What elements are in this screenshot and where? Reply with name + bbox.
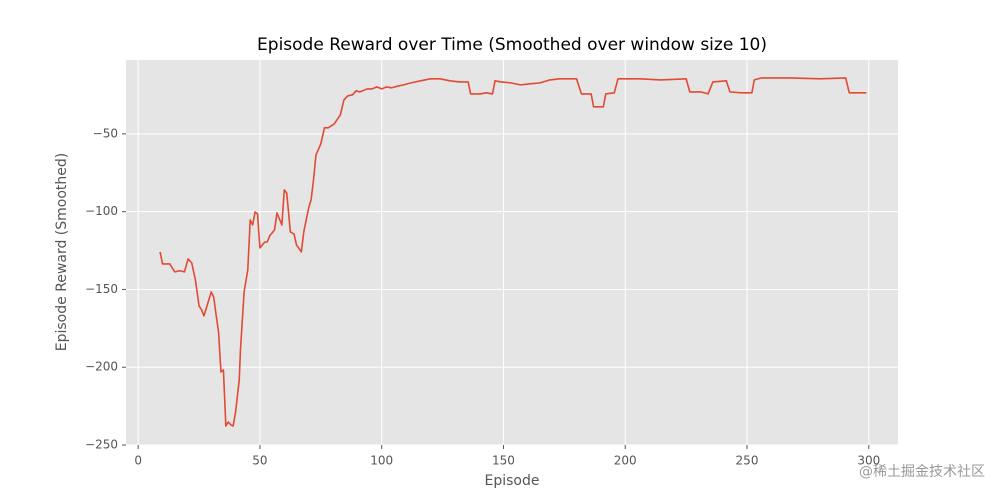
y-tick-label: −200 <box>85 360 118 374</box>
x-tick-label: 200 <box>614 454 637 468</box>
y-tick-label: −250 <box>85 438 118 452</box>
x-axis-label: Episode <box>485 473 540 489</box>
x-tick-label: 300 <box>857 454 880 468</box>
watermark: @稀土掘金技术社区 <box>859 464 985 480</box>
plot-area <box>126 60 898 445</box>
x-tick-label: 250 <box>736 454 759 468</box>
y-tick-label: −100 <box>85 204 118 218</box>
y-tick-label: −50 <box>93 126 118 140</box>
chart-title: Episode Reward over Time (Smoothed over … <box>257 35 767 55</box>
line <box>159 77 867 427</box>
x-tick-label: 150 <box>492 454 515 468</box>
y-tick-label: −150 <box>85 282 118 296</box>
x-tick-label: 100 <box>370 454 393 468</box>
x-tick-label: 50 <box>252 454 267 468</box>
y-axis-label: Episode Reward (Smoothed) <box>54 153 70 351</box>
x-tick-label: 0 <box>134 454 142 468</box>
